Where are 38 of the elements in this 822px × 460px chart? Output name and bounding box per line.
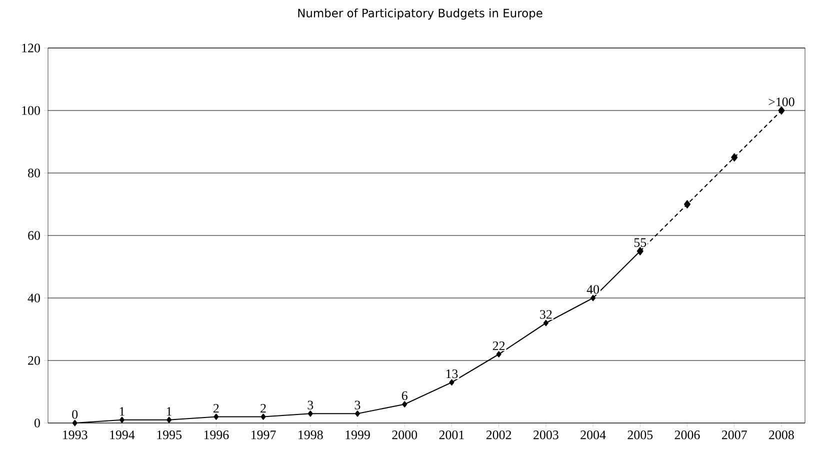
x-tick-label: 2002 (486, 430, 512, 440)
x-tick-label: 2001 (439, 430, 464, 440)
x-tick-label: 1995 (157, 430, 182, 440)
x-tick-label: 1994 (110, 430, 135, 440)
data-label: 1 (166, 407, 172, 416)
x-tick-label: 1993 (63, 430, 88, 440)
y-tick-label: 100 (22, 106, 40, 115)
x-tick-label: 2006 (674, 430, 700, 440)
chart-title: Number of Participatory Budgets in Europe (298, 8, 542, 20)
data-label: 0 (72, 410, 78, 419)
data-label: 3 (308, 400, 314, 410)
data-label: 3 (354, 400, 360, 410)
y-tick-label: 0 (34, 418, 40, 428)
data-label: 55 (634, 238, 646, 247)
data-label: 40 (586, 285, 600, 294)
x-tick-label: 1997 (251, 430, 276, 440)
data-label: 32 (540, 310, 552, 319)
data-label: 2 (260, 404, 266, 413)
x-tick-label: 2004 (580, 430, 606, 440)
y-tick-label: 40 (28, 294, 40, 302)
x-tick-label: 2003 (534, 430, 558, 440)
data-label: 1 (120, 407, 124, 416)
y-tick-label: 120 (22, 44, 40, 52)
data-label: 13 (446, 369, 458, 378)
data-label: 6 (402, 391, 408, 400)
x-tick-label: 2005 (628, 430, 653, 440)
data-label: 2 (213, 404, 219, 413)
y-tick-label: 60 (28, 231, 40, 240)
y-tick-label: 80 (28, 168, 40, 178)
x-tick-label: 2000 (392, 430, 418, 440)
data-label: 22 (492, 341, 505, 350)
x-tick-label: 1996 (204, 430, 229, 440)
y-tick-label: 20 (28, 356, 40, 365)
x-tick-label: 1999 (346, 430, 370, 440)
x-tick-label: 2008 (769, 430, 794, 440)
x-tick-label: 2007 (722, 430, 747, 440)
data-label: >100 (768, 98, 794, 106)
x-tick-label: 1998 (298, 430, 323, 440)
